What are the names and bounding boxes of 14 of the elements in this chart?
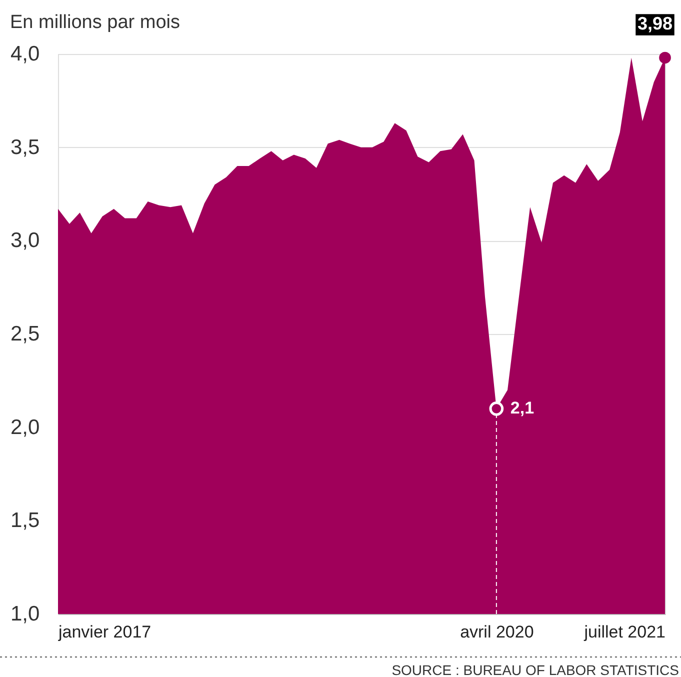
y-tick-label: 3,5 <box>10 136 40 159</box>
x-tick-label: juillet 2021 <box>583 622 666 642</box>
x-tick-label: janvier 2017 <box>58 622 152 642</box>
y-tick-label: 2,5 <box>10 322 40 346</box>
source-note: SOURCE : BUREAU OF LABOR STATISTICS <box>392 662 679 677</box>
y-tick-label: 4,0 <box>10 42 40 66</box>
chart-subtitle: En millions par mois <box>10 12 180 33</box>
y-tick-label: 2,0 <box>10 416 40 439</box>
data-label: 3,98 <box>637 14 673 34</box>
y-tick-label: 1,0 <box>10 602 40 626</box>
x-tick-label: avril 2020 <box>460 622 534 642</box>
y-tick-label: 1,5 <box>10 509 40 532</box>
data-label: 2,1 <box>510 398 534 418</box>
y-tick-label: 3,0 <box>10 229 40 252</box>
